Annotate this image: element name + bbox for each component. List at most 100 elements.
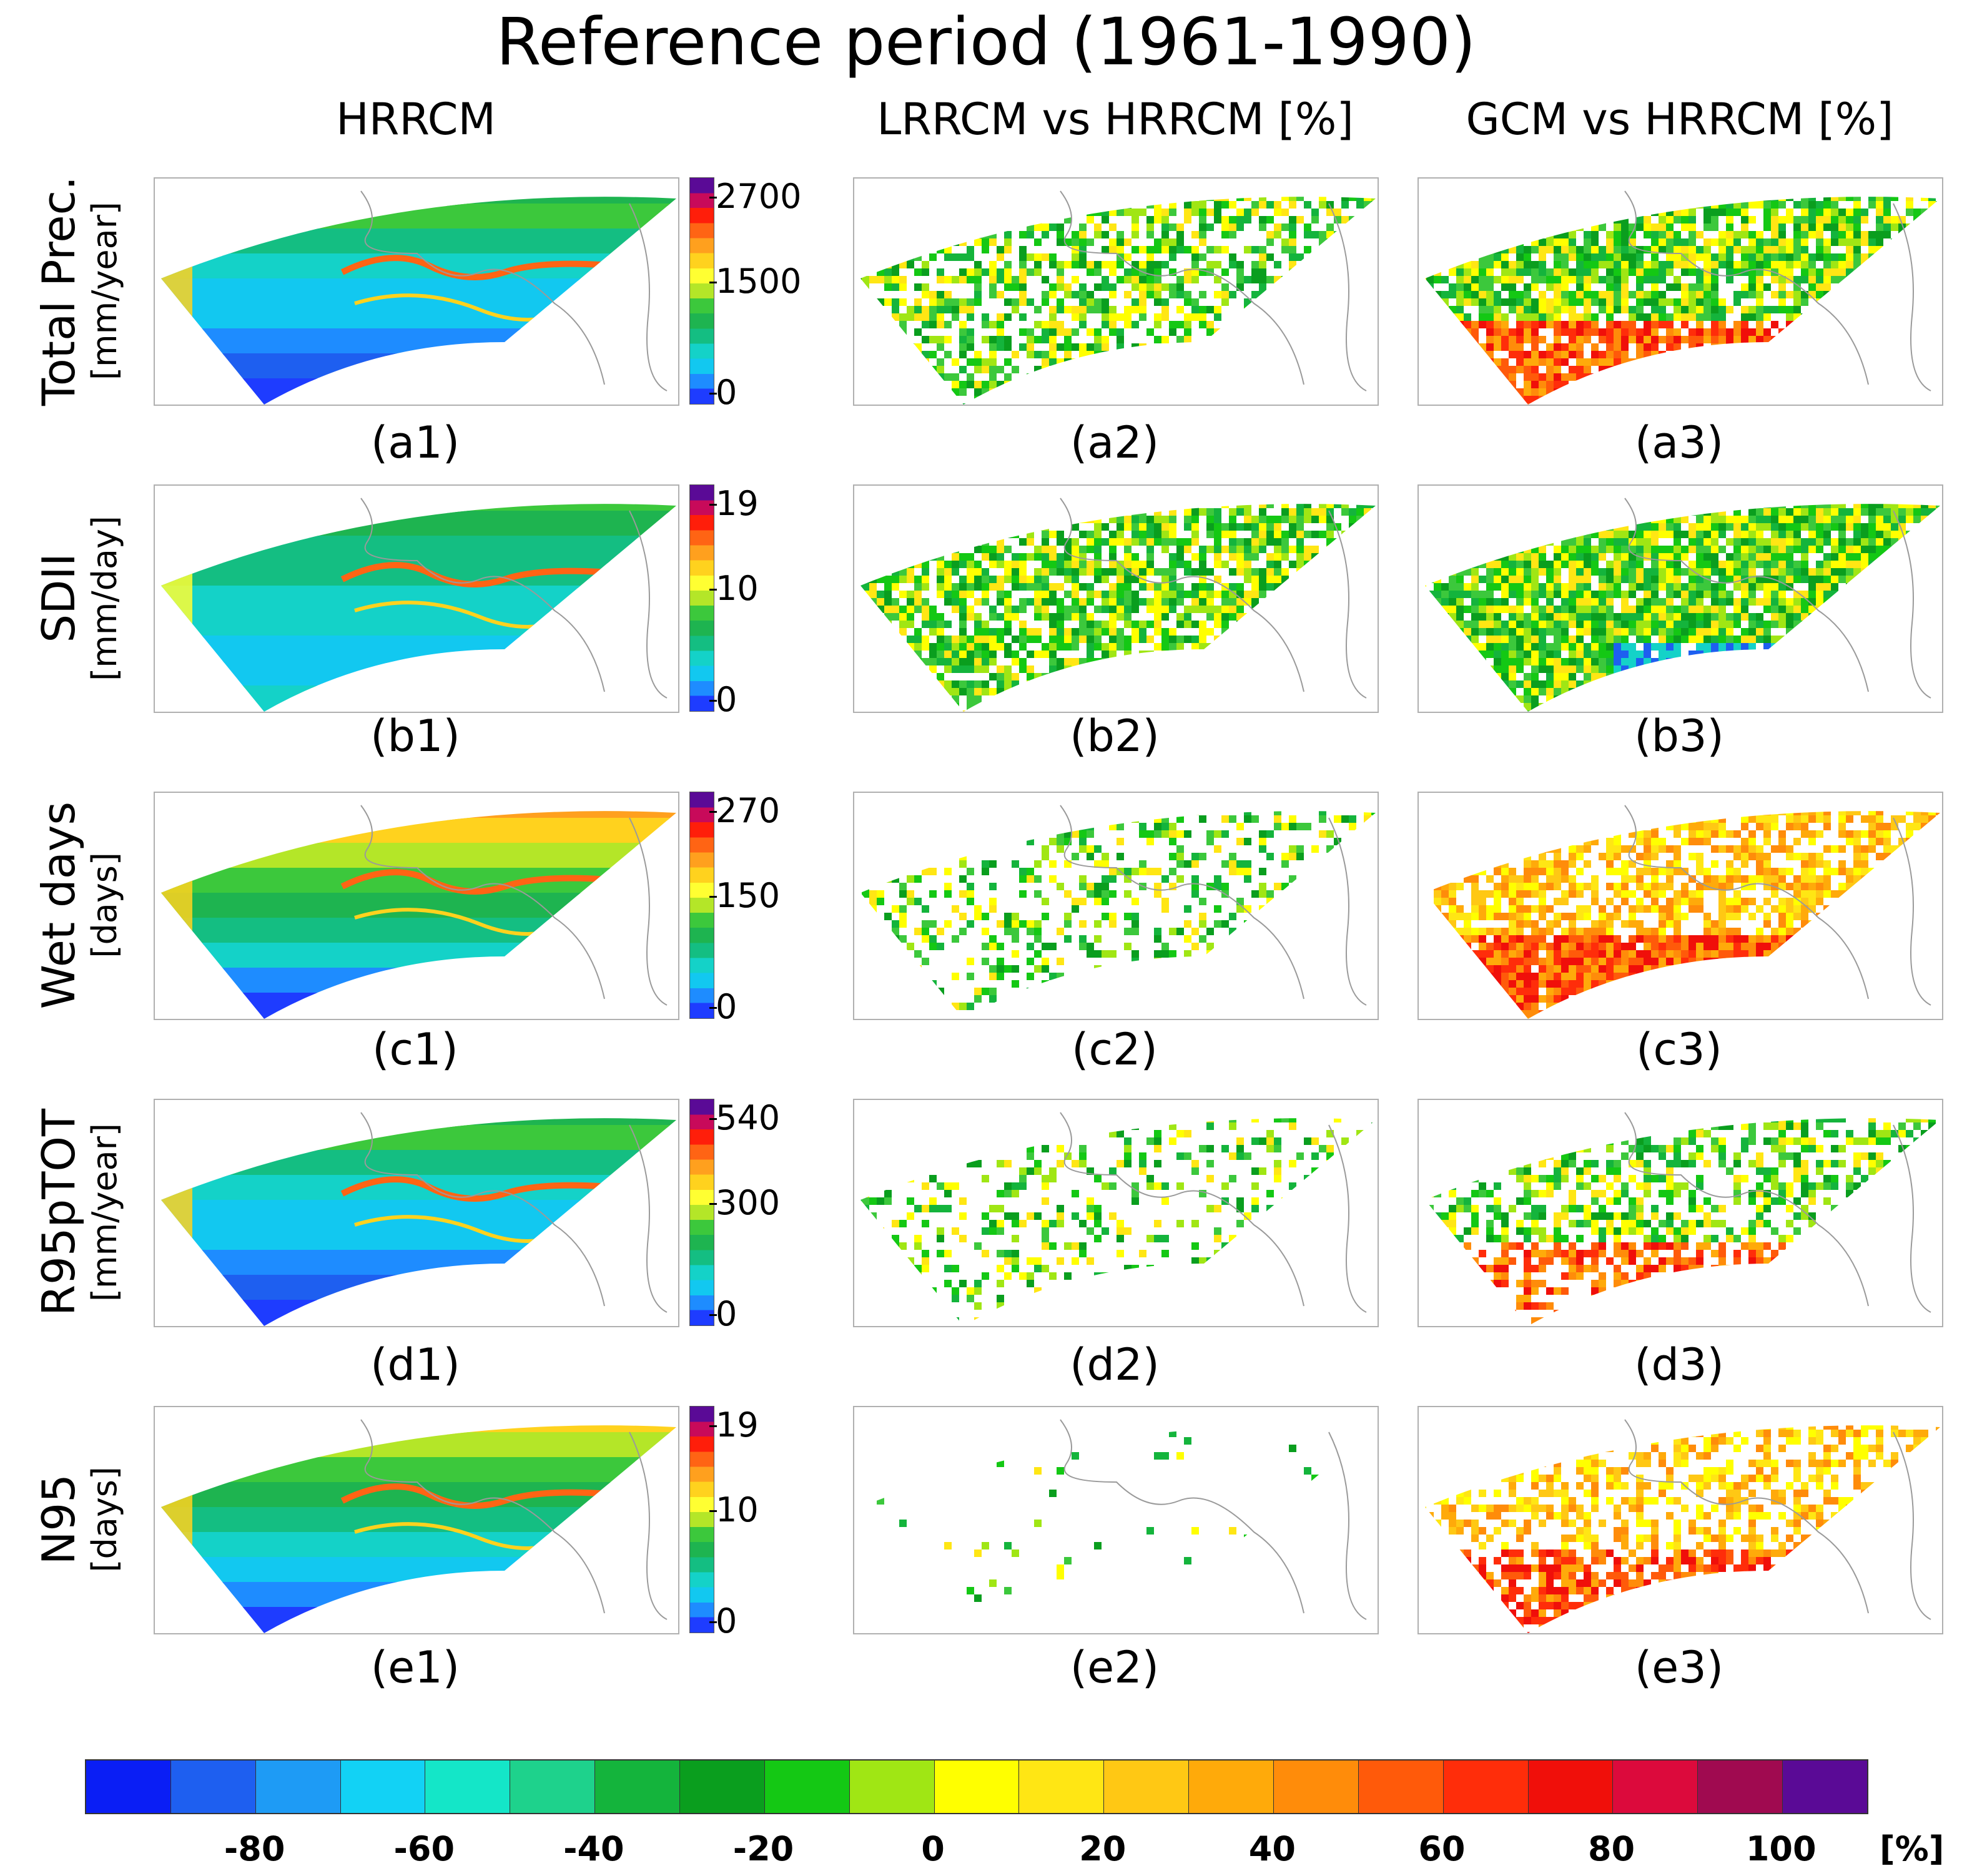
- row-name: SDII: [32, 553, 85, 643]
- row-name: Total Prec.: [32, 176, 85, 406]
- panel-label: (a1): [370, 417, 460, 468]
- column-header-1: HRRCM: [336, 94, 496, 145]
- column-header-2: LRRCM vs HRRCM [%]: [877, 94, 1354, 145]
- percent-colorbar-tick: -60: [393, 1829, 455, 1869]
- map-panel-a1: [154, 177, 679, 406]
- panel-label: (b3): [1634, 710, 1724, 762]
- panel-label: (d1): [370, 1339, 460, 1390]
- colorbar-tick: 0: [709, 987, 737, 1026]
- colorbar-tick: 10: [709, 569, 759, 608]
- colorbar-tick: 19: [709, 1405, 759, 1445]
- colorbar-segment: [680, 1761, 765, 1813]
- panel-label: (a2): [1070, 417, 1160, 468]
- colorbar-tick: 270: [709, 791, 781, 830]
- percent-colorbar-tick: 0: [921, 1829, 945, 1869]
- map-panel-a3: [1417, 177, 1943, 406]
- panel-label: (a3): [1634, 417, 1724, 468]
- map-panel-a2: [853, 177, 1379, 406]
- map-panel-c2: [853, 792, 1379, 1020]
- colorbar-segment: [934, 1761, 1020, 1813]
- colorbar-tick: 300: [709, 1183, 781, 1222]
- colorbar-tick: 0: [709, 373, 737, 412]
- colorbar-tick: 0: [709, 680, 737, 719]
- map-panel-e1: [154, 1406, 679, 1634]
- colorbar-segment: [1358, 1761, 1444, 1813]
- panel-label: (c3): [1636, 1024, 1722, 1075]
- row-unit: [mm/year]: [84, 1122, 124, 1302]
- map-panel-b1: [154, 484, 679, 713]
- column-header-3: GCM vs HRRCM [%]: [1466, 94, 1894, 145]
- row-label-2: SDII [mm/day]: [12, 484, 144, 712]
- colorbar-segment: [1528, 1761, 1614, 1813]
- colorbar-segment: [1019, 1761, 1105, 1813]
- colorbar-segment: [1443, 1761, 1529, 1813]
- colorbar-segment: [1189, 1761, 1274, 1813]
- abs-colorbar-5: [689, 1406, 714, 1633]
- percent-colorbar-tick: 20: [1079, 1829, 1127, 1869]
- percent-colorbar: [85, 1759, 1868, 1814]
- panel-label: (e1): [370, 1642, 460, 1693]
- colorbar-segment: [255, 1761, 341, 1813]
- colorbar-segment: [1104, 1761, 1190, 1813]
- colorbar-segment: [1274, 1761, 1359, 1813]
- colorbar-tick: 2700: [709, 177, 802, 216]
- percent-colorbar-tick: 100: [1745, 1829, 1817, 1869]
- row-label-5: N95 [days]: [12, 1406, 144, 1633]
- colorbar-tick: 1500: [709, 262, 802, 301]
- colorbar-segment: [425, 1761, 511, 1813]
- row-name: R95pTOT: [32, 1109, 85, 1316]
- row-label-4: R95pTOT [mm/year]: [12, 1099, 144, 1326]
- panel-label: (c2): [1072, 1024, 1158, 1075]
- map-panel-d1: [154, 1099, 679, 1327]
- map-panel-b2: [853, 484, 1379, 713]
- panel-label: (b2): [1070, 710, 1160, 762]
- row-unit: [days]: [84, 852, 124, 958]
- panel-label: (e3): [1634, 1642, 1724, 1693]
- abs-colorbar-1: [689, 177, 714, 405]
- colorbar-segment: [1783, 1761, 1868, 1813]
- panel-label: (b1): [370, 710, 460, 762]
- colorbar-tick: 150: [709, 876, 781, 915]
- colorbar-tick: 540: [709, 1098, 781, 1137]
- panel-label: (c1): [372, 1024, 458, 1075]
- panel-label: (e2): [1070, 1642, 1160, 1693]
- map-panel-d2: [853, 1099, 1379, 1327]
- row-unit: [mm/day]: [84, 515, 124, 681]
- row-label-1: Total Prec. [mm/year]: [12, 176, 144, 406]
- map-panel-c1: [154, 792, 679, 1020]
- panel-label: (d3): [1634, 1339, 1724, 1390]
- map-panel-e3: [1417, 1406, 1943, 1634]
- colorbar-segment: [340, 1761, 426, 1813]
- row-name: Wet days: [32, 801, 85, 1009]
- colorbar-tick: 0: [709, 1601, 737, 1641]
- map-panel-d3: [1417, 1099, 1943, 1327]
- colorbar-segment: [595, 1761, 681, 1813]
- panel-label: (d2): [1070, 1339, 1160, 1390]
- abs-colorbar-2: [689, 484, 714, 712]
- colorbar-tick: 19: [709, 484, 759, 523]
- abs-colorbar-3: [689, 792, 714, 1019]
- row-label-3: Wet days [days]: [12, 792, 144, 1019]
- abs-colorbar-4: [689, 1099, 714, 1326]
- colorbar-segment: [170, 1761, 256, 1813]
- row-name: N95: [32, 1474, 85, 1565]
- map-panel-b3: [1417, 484, 1943, 713]
- percent-colorbar-tick: -40: [563, 1829, 624, 1869]
- percent-colorbar-tick: -20: [732, 1829, 794, 1869]
- percent-colorbar-tick: 80: [1587, 1829, 1635, 1869]
- colorbar-segment: [1613, 1761, 1698, 1813]
- row-unit: [mm/year]: [84, 201, 124, 380]
- colorbar-segment: [1698, 1761, 1783, 1813]
- map-panel-c3: [1417, 792, 1943, 1020]
- colorbar-segment: [764, 1761, 850, 1813]
- percent-colorbar-tick: 60: [1418, 1829, 1466, 1869]
- percent-colorbar-unit: [%]: [1880, 1829, 1945, 1869]
- row-unit: [days]: [84, 1466, 124, 1573]
- colorbar-segment: [849, 1761, 935, 1813]
- colorbar-tick: 10: [709, 1490, 759, 1530]
- colorbar-tick: 0: [709, 1294, 737, 1333]
- percent-colorbar-tick: 40: [1248, 1829, 1296, 1869]
- colorbar-segment: [86, 1761, 171, 1813]
- map-panel-e2: [853, 1406, 1379, 1634]
- colorbar-segment: [510, 1761, 596, 1813]
